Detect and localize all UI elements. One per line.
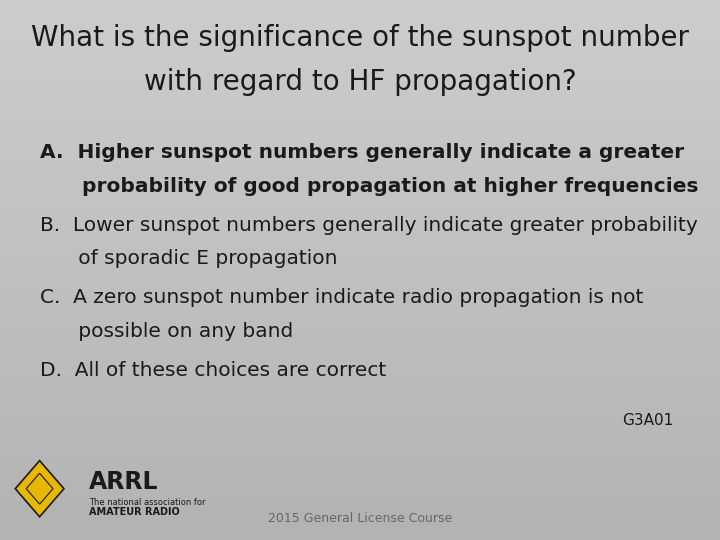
Text: probability of good propagation at higher frequencies: probability of good propagation at highe… [40,177,698,196]
Text: A.  Higher sunspot numbers generally indicate a greater: A. Higher sunspot numbers generally indi… [40,143,684,162]
Text: 2015 General License Course: 2015 General License Course [268,512,452,525]
Text: with regard to HF propagation?: with regard to HF propagation? [143,68,577,96]
Text: C.  A zero sunspot number indicate radio propagation is not: C. A zero sunspot number indicate radio … [40,288,643,307]
Text: D.  All of these choices are correct: D. All of these choices are correct [40,361,386,380]
Text: of sporadic E propagation: of sporadic E propagation [40,249,337,268]
Text: possible on any band: possible on any band [40,322,293,341]
Text: B.  Lower sunspot numbers generally indicate greater probability: B. Lower sunspot numbers generally indic… [40,216,698,235]
Text: ARRL: ARRL [89,470,158,494]
Text: The national association for: The national association for [89,498,205,507]
Text: What is the significance of the sunspot number: What is the significance of the sunspot … [31,24,689,52]
Polygon shape [15,461,64,517]
Text: AMATEUR RADIO: AMATEUR RADIO [89,508,179,517]
Text: G3A01: G3A01 [622,413,673,428]
